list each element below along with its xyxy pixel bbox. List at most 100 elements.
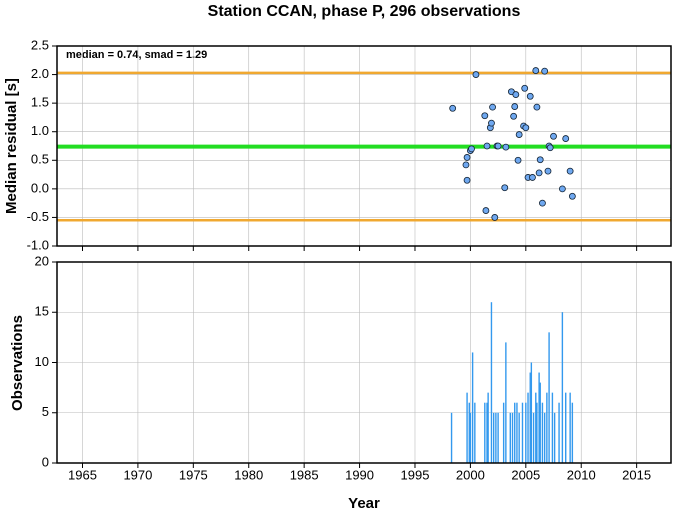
y-tick-label: 5 [42, 404, 49, 419]
bar [471, 352, 474, 463]
y-tick-label: 1.0 [31, 123, 49, 138]
y-tick-label: 2.0 [31, 66, 49, 81]
bar [497, 412, 499, 463]
bar [527, 392, 529, 463]
x-tick-label: 1970 [123, 467, 152, 482]
point [566, 167, 574, 175]
bar [486, 402, 488, 463]
y-tick-label: 15 [35, 304, 49, 319]
bar [536, 402, 538, 463]
bar [558, 402, 560, 463]
point [532, 67, 540, 74]
point [472, 71, 480, 78]
point [539, 199, 546, 207]
bar [474, 402, 476, 463]
x-tick-label: 1990 [345, 467, 374, 482]
bar [546, 392, 548, 463]
point [541, 67, 549, 75]
y-tick-label: 0.5 [31, 152, 49, 167]
bar [466, 392, 468, 463]
point [501, 184, 509, 192]
y-tick-label: 20 [35, 253, 49, 268]
bar [518, 412, 520, 463]
bar [532, 412, 535, 463]
x-tick-label: 1995 [401, 467, 430, 482]
bar [561, 312, 564, 463]
bar [548, 332, 550, 463]
bar [553, 412, 556, 463]
point [550, 132, 557, 140]
bar [505, 342, 507, 463]
point [546, 144, 554, 152]
bar [450, 412, 453, 463]
y-tick-label: 2.5 [31, 37, 49, 52]
bar [541, 402, 544, 463]
point [512, 91, 520, 98]
x-tick-label: 1965 [68, 467, 97, 482]
point [481, 112, 489, 120]
y-tick-label: 0.0 [31, 180, 49, 195]
bar [502, 402, 505, 463]
x-axis-label: Year [348, 495, 380, 511]
bar [529, 372, 531, 463]
point [449, 104, 457, 112]
x-tick-label: 2005 [511, 467, 540, 482]
point [526, 92, 534, 100]
point [521, 84, 529, 92]
frame [56, 45, 672, 247]
bar [495, 412, 497, 463]
point [510, 112, 518, 120]
point [515, 131, 523, 138]
bar [539, 382, 541, 463]
point [482, 207, 490, 214]
bar [487, 392, 489, 463]
x-tick-label: 1985 [290, 467, 319, 482]
point [533, 103, 541, 111]
bar [509, 412, 511, 463]
point [562, 135, 570, 142]
bar [565, 392, 567, 463]
bar [516, 402, 518, 463]
point [488, 119, 495, 127]
bar [468, 402, 470, 463]
x-tick-label: 2000 [456, 467, 485, 482]
annotation: median = 0.74, smad = 1.29 [66, 49, 207, 61]
bar [521, 402, 524, 463]
bar [530, 362, 533, 463]
point [468, 145, 475, 153]
point [522, 124, 530, 132]
point [536, 156, 544, 164]
bar [551, 392, 554, 463]
y-tick-label: 10 [35, 354, 49, 369]
bar [535, 392, 537, 463]
bar [469, 412, 472, 463]
bar [511, 412, 514, 463]
point [514, 156, 522, 164]
y-tick-label: 1.5 [31, 95, 49, 110]
y-tick-label: 0 [42, 454, 49, 469]
x-tick-label: 2015 [622, 467, 651, 482]
bar [514, 402, 516, 463]
chart-title: Station CCAN, phase P, 296 observations [208, 3, 521, 20]
point [463, 154, 471, 161]
x-tick-label: 2010 [567, 467, 596, 482]
point [491, 214, 499, 221]
point [462, 161, 470, 169]
point [494, 142, 502, 150]
x-tick-label: 1975 [179, 467, 208, 482]
y-axis-label: Median residual [s] [3, 78, 20, 214]
y-axis-label: Observations [9, 315, 26, 411]
point [489, 103, 496, 111]
bar [571, 402, 574, 463]
point [511, 103, 519, 110]
point [502, 143, 510, 151]
y-tick-label: -1.0 [27, 237, 49, 252]
bar [569, 392, 571, 463]
bar [492, 412, 495, 463]
point [544, 167, 552, 175]
point [483, 142, 491, 150]
point [535, 169, 543, 177]
bar [484, 402, 486, 463]
bar [538, 372, 540, 463]
